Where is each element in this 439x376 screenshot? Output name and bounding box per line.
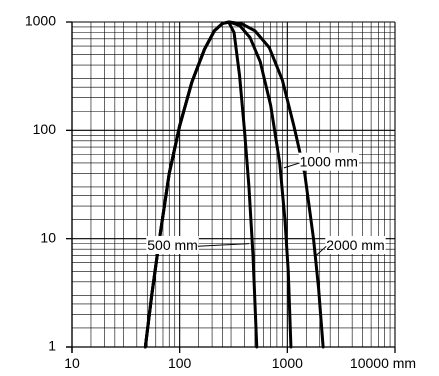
grid [71, 21, 396, 348]
series-label-leader [197, 243, 249, 247]
x-tick-label: 10000 mm [350, 355, 416, 371]
y-tick-label: 1000 [25, 13, 56, 29]
series-labels: 500 mm 1000 mm 2000 mm [146, 152, 386, 256]
series-line-3 [143, 20, 325, 349]
series-label-2: 1000 mm [300, 154, 358, 170]
series-label-leader [283, 162, 300, 169]
y-tick-label: 100 [33, 121, 57, 137]
series-label-3: 2000 mm [326, 237, 384, 253]
y-tick-label: 10 [40, 229, 56, 245]
tick-labels: 1 10 100 1000 10 100 1000 10000 mm [25, 13, 416, 371]
y-tick-label: 1 [48, 338, 56, 354]
series-label-background [298, 152, 359, 171]
series-label-background [325, 236, 386, 255]
series-label-leader [315, 245, 327, 256]
x-tick-label: 1000 [272, 355, 303, 371]
x-tick-label: 100 [168, 355, 192, 371]
series-label-1: 500 mm [147, 237, 198, 253]
x-tick-label: 10 [64, 355, 80, 371]
axes [66, 21, 396, 353]
series-lines [143, 20, 325, 349]
series-label-background [146, 236, 199, 255]
